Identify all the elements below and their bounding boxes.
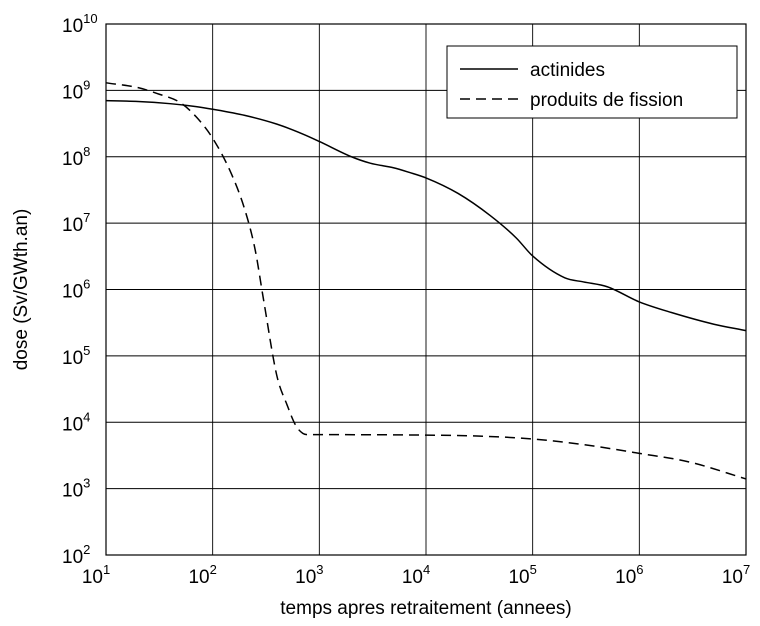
plot-frame [105, 23, 747, 556]
y-tick-label: 106 [62, 277, 90, 303]
x-tick-label: 101 [82, 562, 110, 588]
legend-label-produits-de-fission: produits de fission [530, 90, 683, 111]
x-tick-label: 104 [402, 562, 430, 588]
y-tick-label: 102 [62, 542, 90, 568]
y-tick-label: 104 [62, 409, 90, 435]
y-tick-label: 107 [62, 210, 90, 236]
y-tick-label: 103 [62, 476, 90, 502]
y-axis-label: dose (Sv/GWth.an) [11, 209, 32, 371]
y-tick-label: 108 [62, 144, 90, 170]
legend-label-actinides: actinides [530, 60, 605, 81]
x-tick-label: 103 [295, 562, 323, 588]
x-tick-label: 107 [722, 562, 750, 588]
x-axis-label: temps apres retraitement (annees) [280, 598, 571, 619]
x-tick-label: 106 [615, 562, 643, 588]
y-tick-labels: 102 103 104 105 106 107 108 109 1010 [62, 11, 98, 568]
y-tick-label: 105 [62, 343, 90, 369]
x-tick-label: 102 [188, 562, 216, 588]
y-tick-label: 109 [62, 77, 90, 103]
series-line-actinides [105, 99, 747, 332]
series-line-produits-de-fission [105, 82, 747, 480]
legend-box [446, 45, 738, 119]
x-tick-label: 105 [508, 562, 536, 588]
series-layer [105, 82, 747, 480]
legend: actinides produits de fission [446, 45, 738, 119]
y-tick-label: 1010 [62, 11, 98, 37]
x-tick-labels: 101 102 103 104 105 106 107 [82, 562, 750, 588]
